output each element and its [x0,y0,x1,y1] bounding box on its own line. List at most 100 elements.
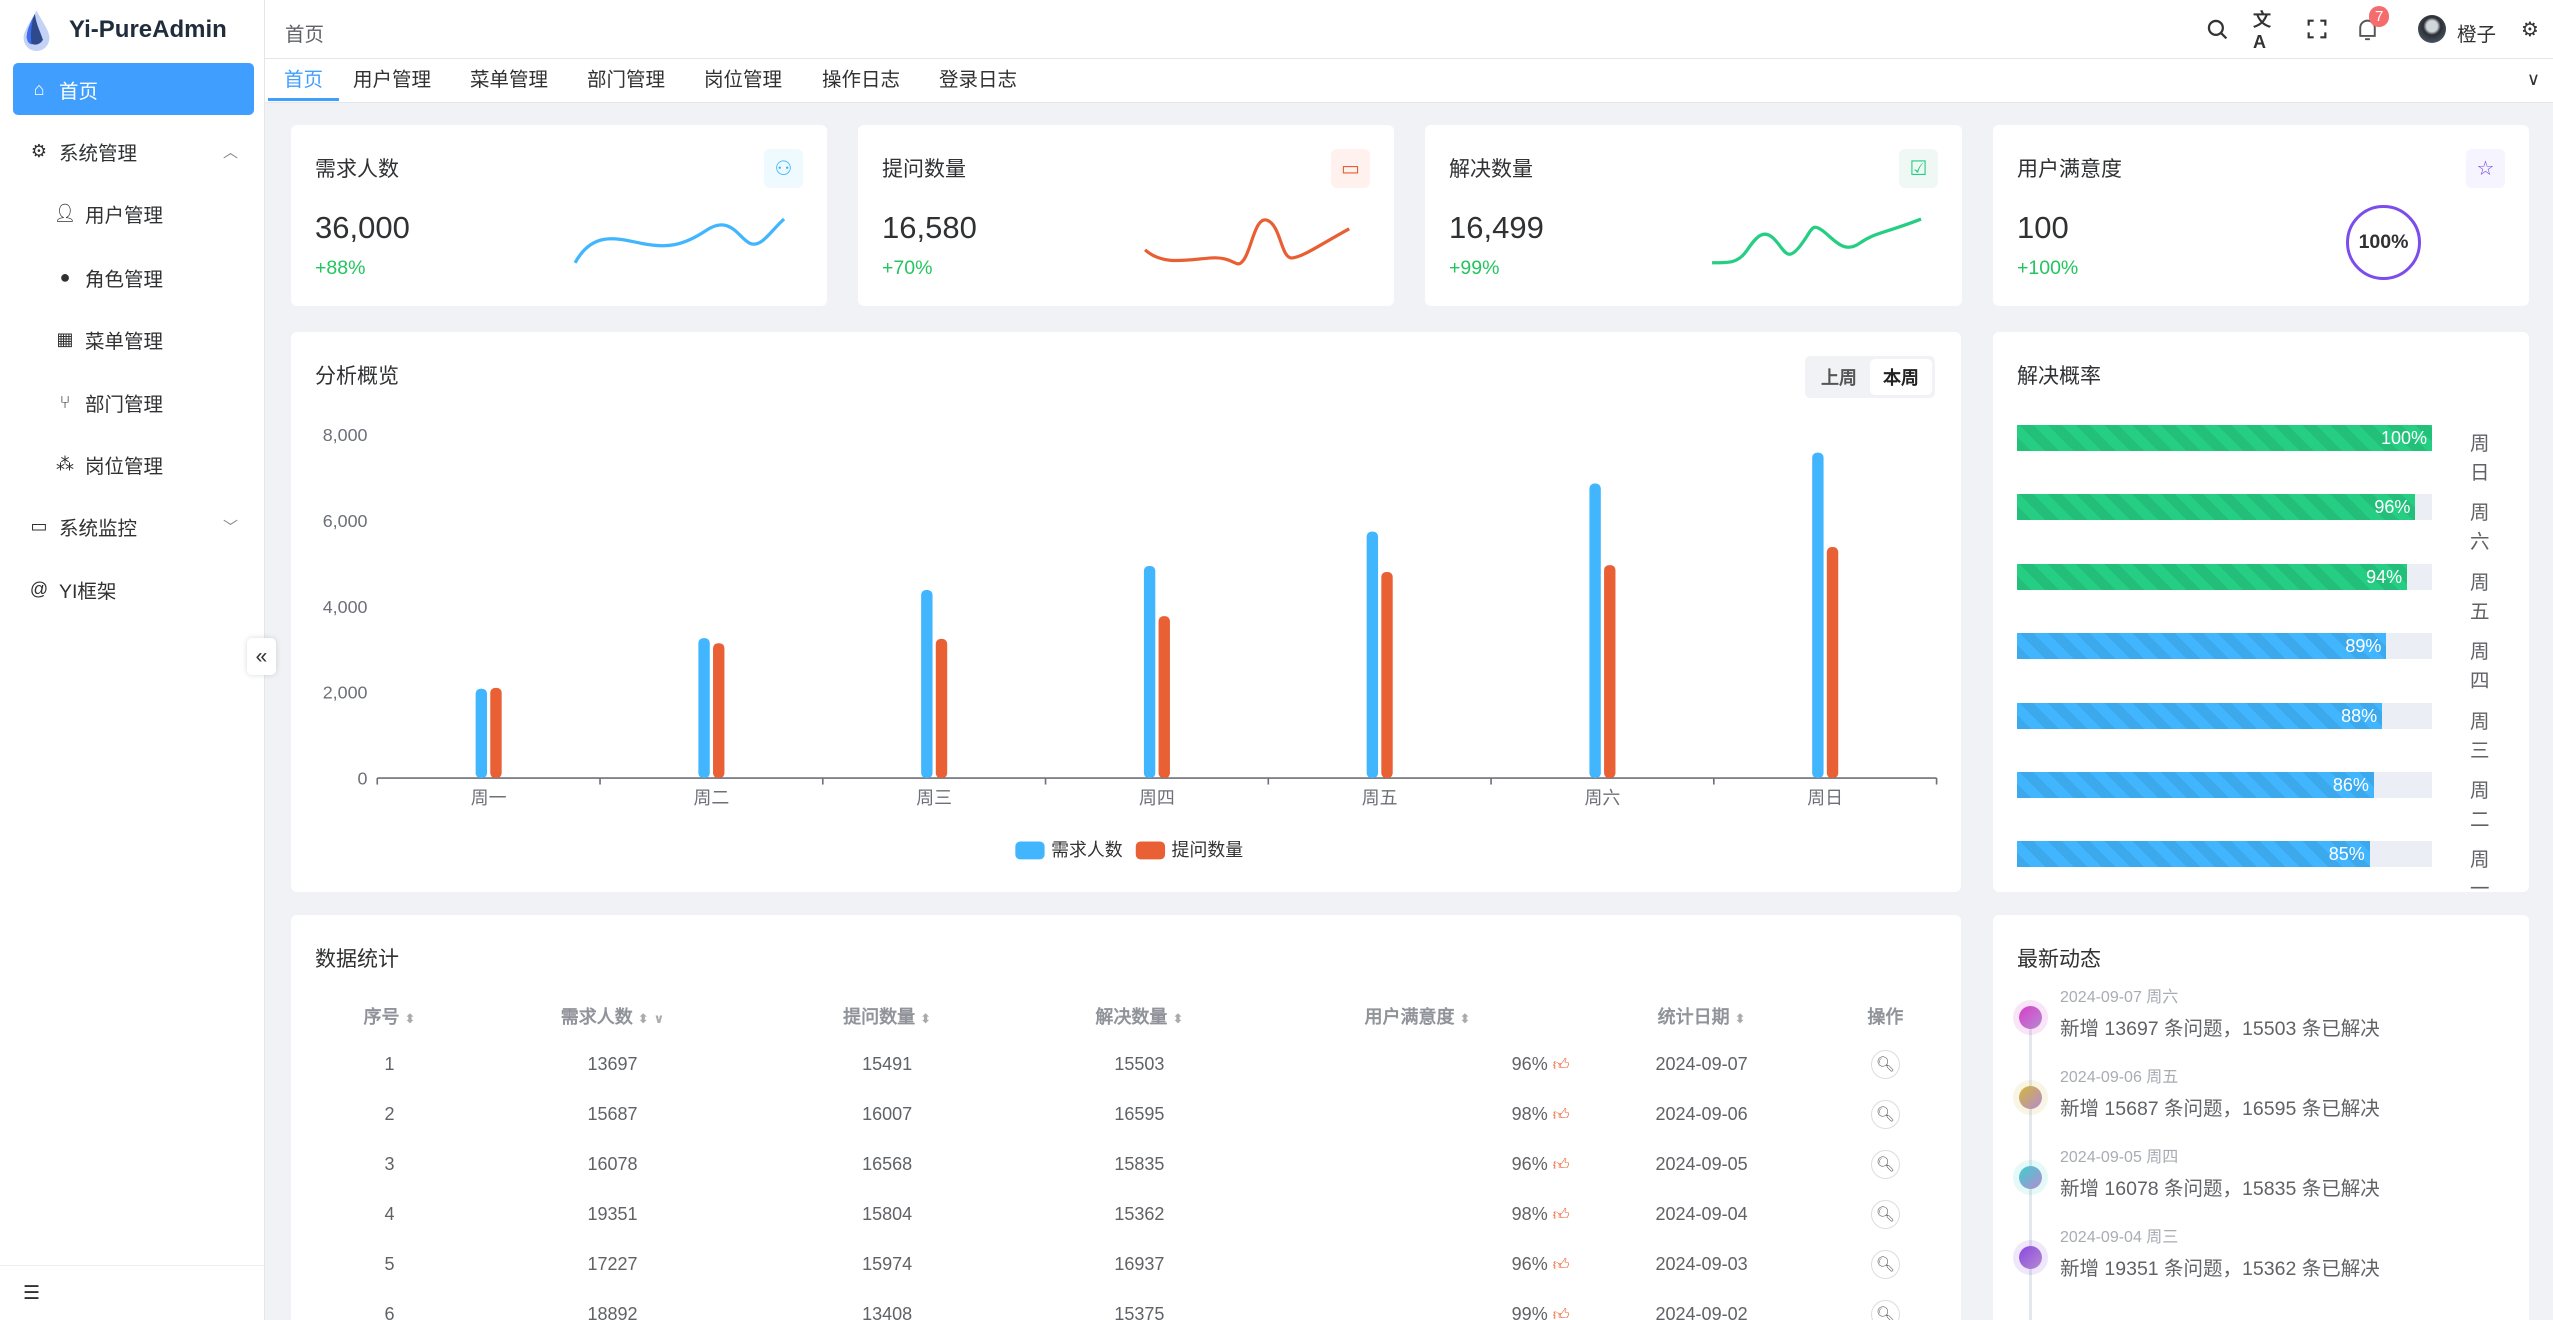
sort-icon[interactable]: ⬍ [637,1011,649,1026]
table-row: 2 15687 16007 16595 98% 👍︎ 2024-09-06 🔍︎ [315,1089,1937,1139]
column-header[interactable]: 用户满意度 ⬍ [1266,993,1570,1039]
bar-demand[interactable] [475,688,488,779]
bar-questions[interactable] [1826,547,1839,779]
view-detail-button[interactable]: 🔍︎ [1870,1099,1900,1129]
thumbs-up-icon: 👍︎ [1552,1156,1570,1174]
column-title: 提问数量 [843,1007,916,1027]
sidebar-item-label: YI框架 [59,580,117,603]
sort-icon[interactable]: ⬍ [404,1011,416,1026]
cell-value: 16078 [587,1153,638,1174]
bar-demand[interactable] [698,638,710,779]
column-header[interactable]: 统计日期 ⬍ [1569,993,1833,1039]
cell-value: 4 [384,1203,395,1224]
last-week-button[interactable]: 上周 [1821,368,1857,388]
bar-questions[interactable] [935,638,948,779]
sort-icon[interactable]: ⬍ [1459,1011,1471,1026]
sidebar-item-system[interactable]: ⚙ 系统管理 ︿ [13,125,254,177]
rate-row: 88% 周三 [2017,702,2507,762]
tab-posts[interactable]: 岗位管理 [704,69,783,91]
x-tick-label: 周四 [1139,788,1175,808]
filter-chevron-icon[interactable]: ∨ [653,1011,665,1026]
sidebar-item-home[interactable]: ⌂ 首页 [13,63,254,115]
bar-questions[interactable] [713,643,725,779]
cell-value: 16937 [1114,1253,1165,1274]
stat-card-solved: 解决数量 ☑ 16,499 +99% [1425,125,1962,306]
rate-card: 解决概率 100% 周日 96% 周六 94% 周五 89% 周四 88% 周三 86% 周二 85% 周… [1993,332,2529,900]
column-header[interactable]: 需求人数 ⬍ ∨ [464,993,761,1039]
bar-questions[interactable] [1604,565,1616,779]
sidebar-collapse-toggle[interactable]: ☰ [0,1265,264,1320]
table-cell: 🔍︎ [1834,1189,1937,1239]
bar-questions[interactable] [1158,616,1170,779]
bar-demand[interactable] [1366,531,1379,779]
bar-questions[interactable] [1381,571,1393,779]
column-header[interactable]: 提问数量 ⬍ [761,993,1013,1039]
breadcrumb[interactable]: 首页 [285,24,325,46]
bar-demand[interactable] [1812,452,1824,779]
view-detail-button[interactable]: 🔍︎ [1870,1199,1900,1229]
view-detail-button[interactable]: 🔍︎ [1870,1049,1900,1079]
tab-depts[interactable]: 部门管理 [587,69,666,91]
table-cell: 96% 👍︎ [1266,1139,1570,1189]
sidebar-item-users[interactable]: 👤︎ 用户管理 [13,187,254,239]
translate-icon[interactable]: 文A [2253,9,2271,52]
tab-menus[interactable]: 菜单管理 [470,69,549,91]
menu-fold-icon: ☰ [23,1282,41,1304]
sidebar-item-menus[interactable]: ▦ 菜单管理 [13,313,254,365]
stat-value: 16,499 [1449,210,1544,245]
fullscreen-icon[interactable] [2304,16,2330,42]
collapse-sidebar-button[interactable]: « [247,638,276,675]
sort-icon[interactable]: ⬍ [920,1011,932,1026]
sidebar-item-yi[interactable]: @ YI框架 [13,563,254,615]
sidebar-item-depts[interactable]: ⑂ 部门管理 [13,376,254,428]
overview-card: 分析概览 上周 本周 0 2,000 4,000 6,000 8,000 周一 周二 周三 周四… [291,332,1961,892]
sort-icon[interactable]: ⬍ [1172,1011,1184,1026]
legend-label[interactable]: 提问数量 [1172,840,1244,860]
user-name[interactable]: 橙子 [2457,24,2497,46]
column-title: 用户满意度 [1364,1007,1455,1027]
view-detail-button[interactable]: 🔍︎ [1870,1249,1900,1279]
legend-label[interactable]: 需求人数 [1051,840,1123,860]
bar-demand[interactable] [921,589,933,779]
notification-badge: 7 [2369,6,2390,27]
stats-table-card: 数据统计 序号 ⬍ 需求人数 ⬍ ∨ 提问数量 ⬍ 解决数量 ⬍ 用户满意度 ⬍ 统计日期… [291,915,1961,1320]
timeline-text: 新增 19351 条问题，15362 条已解决 [2060,1258,2380,1280]
tab-oper-log[interactable]: 操作日志 [822,69,901,91]
sort-icon[interactable]: ⬍ [1734,1011,1746,1026]
avatar[interactable] [2418,15,2446,43]
sidebar-item-roles[interactable]: ● 角色管理 [13,251,254,303]
cell-value: 3 [384,1153,395,1174]
rate-day: 周五 [2470,571,2490,623]
bar-demand[interactable] [1143,565,1156,779]
column-header[interactable]: 解决数量 ⬍ [1013,993,1265,1039]
logo[interactable]: Yi-PureAdmin [0,0,264,59]
table-cell: 2 [315,1089,464,1139]
cell-value: 13697 [587,1053,638,1074]
view-detail-button[interactable]: 🔍︎ [1870,1149,1900,1179]
timeline-text: 新增 15687 条问题，16595 条已解决 [2060,1098,2380,1120]
bar-questions[interactable] [490,687,502,779]
bar-demand[interactable] [1589,483,1601,779]
chevron-down-icon[interactable]: ∨ [2526,69,2540,89]
sparkline-questions [1143,218,1350,266]
search-icon[interactable] [2204,16,2230,42]
settings-gear-icon[interactable]: ⚙ [2521,18,2539,41]
tab-login-log[interactable]: 登录日志 [939,69,1018,91]
x-tick-label: 周五 [1362,788,1398,808]
table-cell: 🔍︎ [1834,1289,1937,1320]
gear-icon: ⚙ [30,140,48,161]
column-header[interactable]: 序号 ⬍ [315,993,464,1039]
view-detail-button[interactable]: 🔍︎ [1870,1299,1900,1320]
rate-day: 周日 [2470,433,2490,484]
bell-icon[interactable] [2354,16,2380,42]
tab-users[interactable]: 用户管理 [353,69,432,91]
sidebar-item-monitor[interactable]: ▭ 系统监控 ﹀ [13,500,254,552]
this-week-button[interactable]: 本周 [1870,359,1932,395]
tab-home[interactable]: 首页 [268,59,340,101]
thumbs-up-icon: 👍︎ [1552,1056,1570,1074]
rate-day: 周四 [2470,641,2490,693]
sidebar-item-posts[interactable]: ⁂ 岗位管理 [13,438,254,490]
table-cell: 15804 [761,1189,1013,1239]
cell-value: 5 [384,1253,395,1274]
